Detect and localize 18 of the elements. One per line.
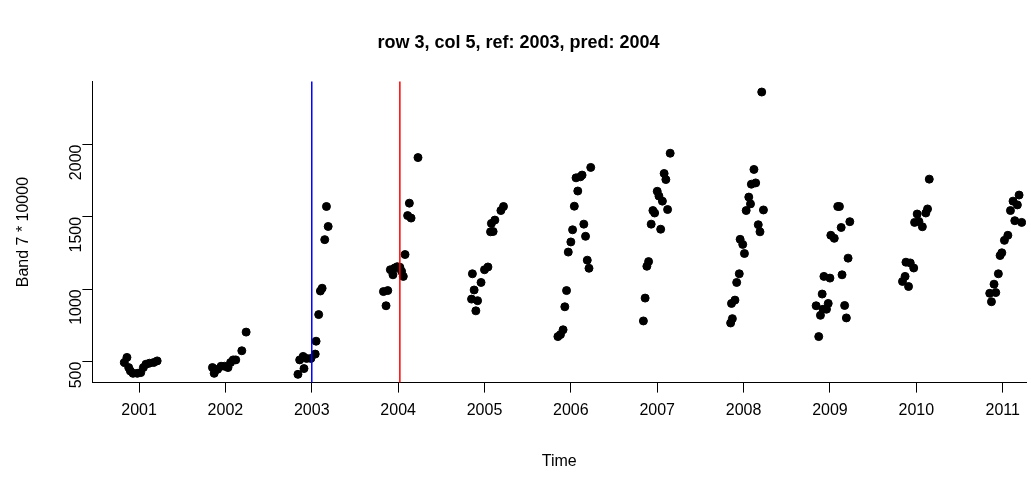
y-tick-label: 1000 [66, 289, 84, 325]
x-tick-label: 2009 [812, 400, 848, 418]
x-tick-label: 2005 [466, 400, 503, 418]
x-tick-label: 2006 [553, 400, 589, 418]
x-tick-label: 2010 [898, 400, 935, 418]
y-tick-label: 1500 [66, 216, 84, 253]
y-axis-title: Band 7 * 10000 [14, 176, 32, 288]
x-tick-label: 2008 [725, 400, 762, 418]
x-tick-label: 2004 [380, 400, 417, 418]
y-tick-label: 2000 [66, 144, 84, 181]
x-tick-label: 2003 [293, 400, 330, 418]
x-tick-label: 2002 [207, 400, 244, 418]
x-tick-label: 2011 [985, 400, 1020, 418]
y-tick-label: 500 [66, 361, 84, 389]
x-axis-title: Time [541, 451, 577, 469]
chart-title: row 3, col 5, ref: 2003, pred: 2004 [377, 31, 660, 52]
x-tick-label: 2007 [639, 400, 676, 418]
x-tick-label: 2001 [121, 400, 157, 418]
